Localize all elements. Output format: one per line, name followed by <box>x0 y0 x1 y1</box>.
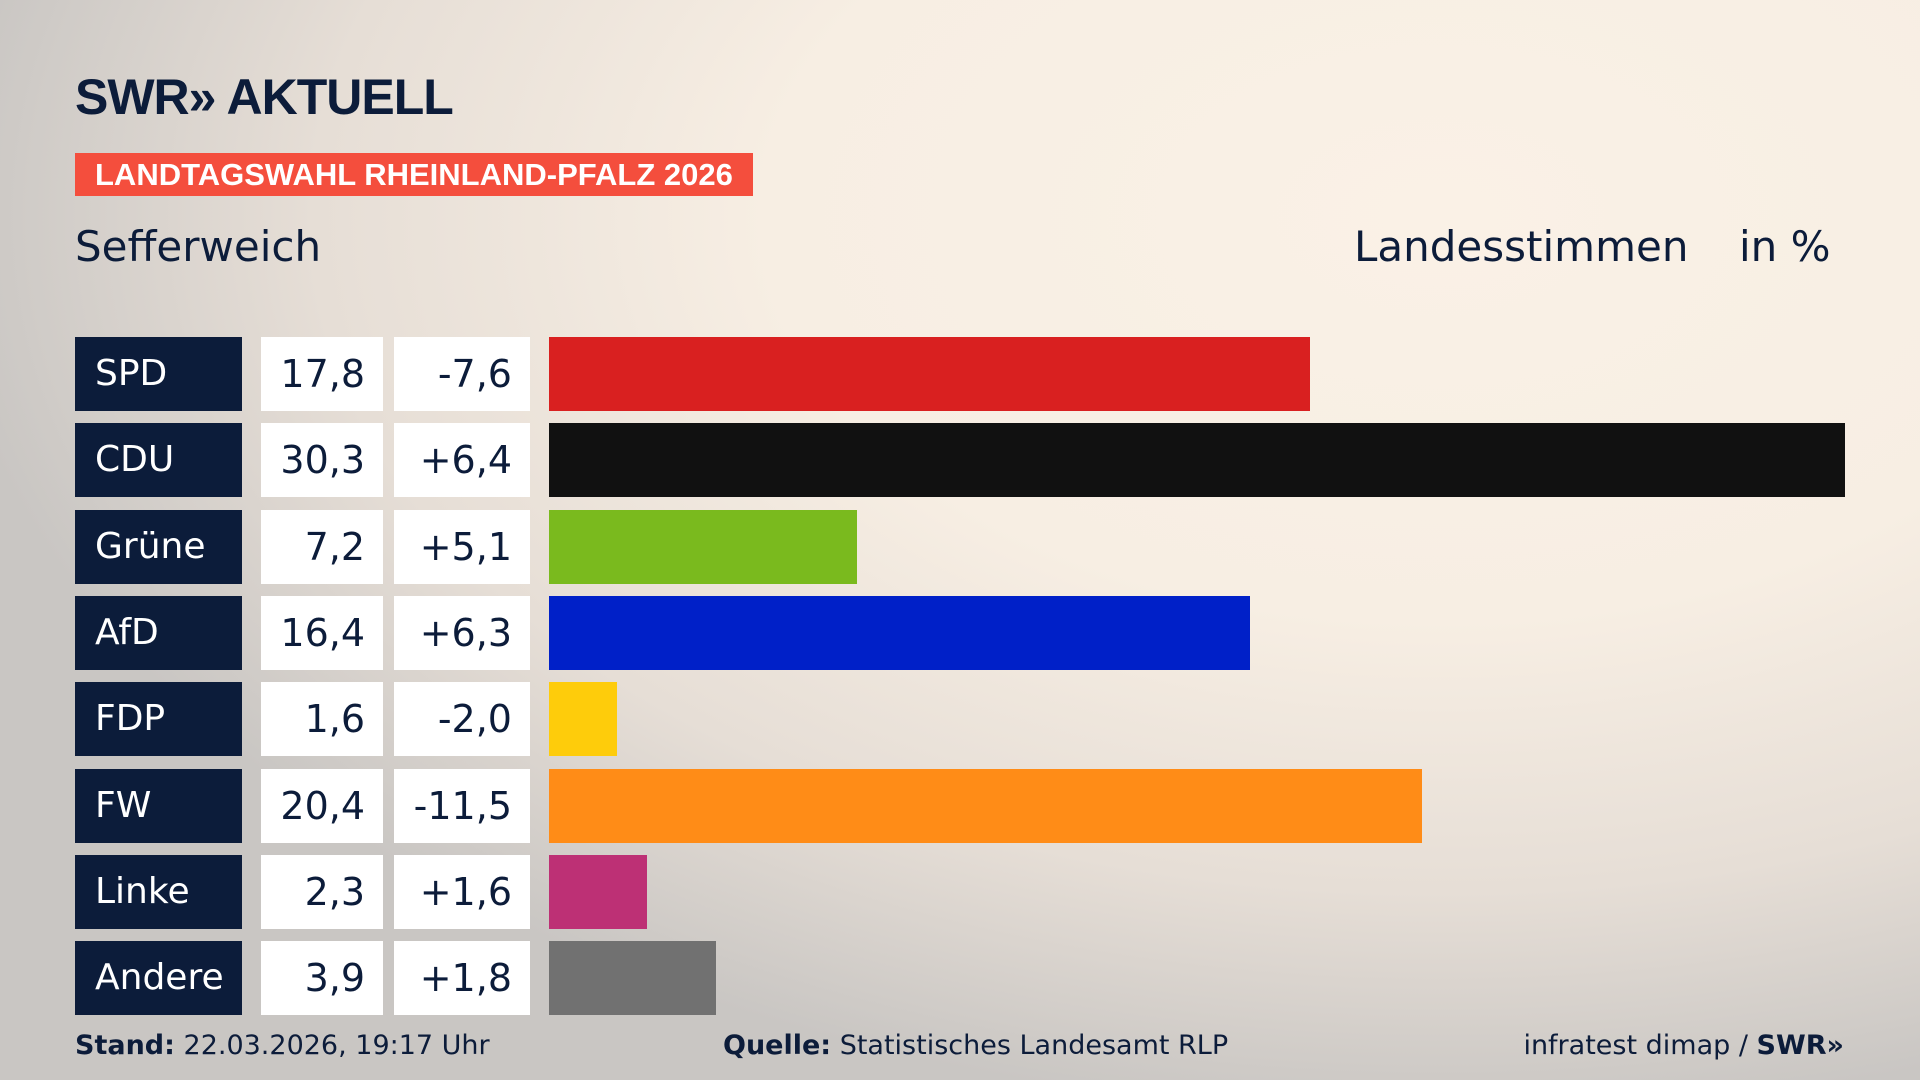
party-label: AfD <box>75 595 242 670</box>
change-label: +6,3 <box>394 595 530 670</box>
vote-share-label: 30,3 <box>261 423 383 498</box>
change-label: +5,1 <box>394 509 530 584</box>
vote-share-label: 7,2 <box>261 509 383 584</box>
party-label: Linke <box>75 854 242 929</box>
bar-afd <box>549 595 1251 670</box>
swr-brand: SWR» <box>1756 1030 1844 1061</box>
party-label: Grüne <box>75 509 242 584</box>
footer-source: Quelle: Statistisches Landesamt RLP <box>723 1030 1228 1061</box>
vote-share-label: 2,3 <box>261 854 383 929</box>
bar-fw <box>549 768 1422 843</box>
bar-cdu <box>549 423 1845 498</box>
footer-credit: infratest dimap / SWR» <box>1523 1030 1844 1061</box>
vote-share-label: 17,8 <box>261 337 383 411</box>
party-label: Andere <box>75 941 242 1016</box>
vote-share-label: 20,4 <box>261 768 383 843</box>
credit-text: infratest dimap / <box>1523 1030 1757 1061</box>
vote-share-label: 1,6 <box>261 682 383 757</box>
vote-share-label: 16,4 <box>261 595 383 670</box>
vote-type-header: Landesstimmen <box>1354 222 1689 271</box>
party-label: FDP <box>75 682 242 757</box>
source-label: Quelle: <box>723 1030 832 1061</box>
party-label: FW <box>75 768 242 843</box>
change-label: +1,8 <box>394 941 530 1016</box>
change-label: -2,0 <box>394 682 530 757</box>
change-label: -7,6 <box>394 337 530 411</box>
stand-value: 22.03.2026, 19:17 Uhr <box>183 1030 490 1061</box>
bar-spd <box>549 337 1311 411</box>
source-value: Statistisches Landesamt RLP <box>839 1030 1229 1061</box>
swr-aktuell-logo: SWR» AKTUELL <box>75 69 454 125</box>
footer-stand: Stand: 22.03.2026, 19:17 Uhr <box>75 1030 490 1061</box>
bar-fdp <box>549 682 618 757</box>
vote-share-label: 3,9 <box>261 941 383 1016</box>
bar-andere <box>549 941 716 1016</box>
party-label: SPD <box>75 337 242 411</box>
change-label: +6,4 <box>394 423 530 498</box>
bar-grüne <box>549 509 857 584</box>
election-banner: LANDTAGSWAHL RHEINLAND-PFALZ 2026 <box>75 153 753 196</box>
place-title: Sefferweich <box>75 222 322 271</box>
change-label: -11,5 <box>394 768 530 843</box>
party-label: CDU <box>75 423 242 498</box>
change-label: +1,6 <box>394 854 530 929</box>
bar-linke <box>549 854 648 929</box>
stand-label: Stand: <box>75 1030 175 1061</box>
unit-header: in % <box>1739 222 1831 271</box>
